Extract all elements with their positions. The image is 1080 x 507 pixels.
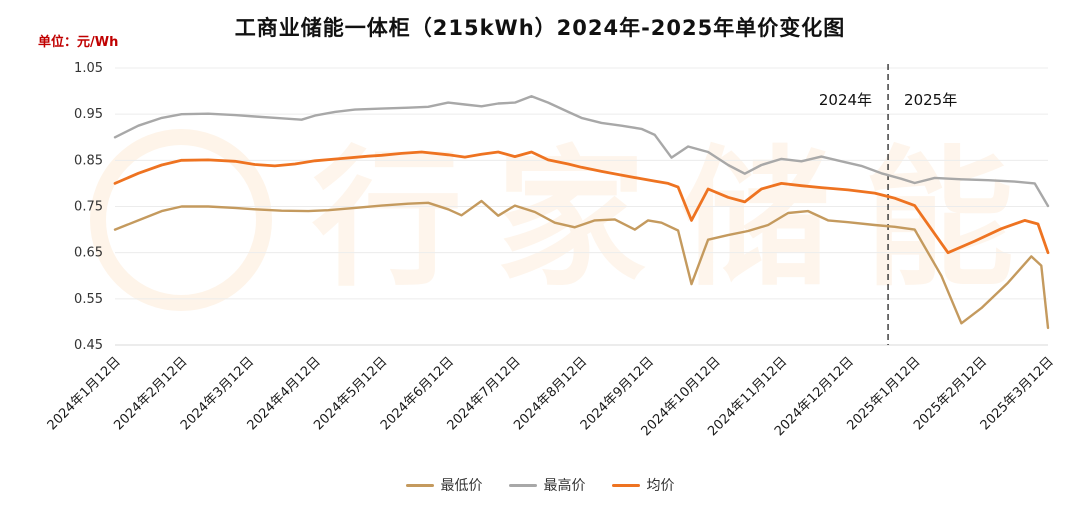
- legend-swatch-max: [508, 483, 537, 487]
- legend-swatch-avg: [611, 483, 640, 487]
- legend-label-min: 最低价: [440, 478, 483, 494]
- year-label-2024: 2024年: [819, 91, 872, 109]
- legend-item-min[interactable]: 最低价: [405, 475, 483, 495]
- series-line-1: [113, 94, 1050, 208]
- y-tick-label: 0.45: [74, 338, 103, 353]
- series-line-0: [113, 199, 1050, 330]
- legend-item-max[interactable]: 最高价: [508, 475, 586, 495]
- legend-label-avg: 均价: [646, 478, 675, 494]
- legend: 最低价 最高价 均价: [0, 475, 1080, 495]
- legend-item-avg[interactable]: 均价: [611, 475, 675, 495]
- y-tick-label: 1.05: [74, 61, 103, 76]
- y-tick-label: 0.95: [74, 107, 103, 122]
- y-tick-label: 0.65: [74, 246, 103, 261]
- y-axis-labels: 0.45 0.55 0.65 0.75 0.85 0.95 1.05: [74, 61, 103, 353]
- y-tick-label: 0.55: [74, 292, 103, 307]
- legend-label-max: 最高价: [543, 478, 586, 494]
- chart-title: 工商业储能一体柜（215kWh）2024年-2025年单价变化图: [234, 16, 846, 40]
- year-label-2025: 2025年: [904, 91, 957, 109]
- gridlines: [115, 67, 1048, 346]
- x-axis-labels: 2024年1月12日2024年2月12日2024年3月12日2024年4月12日…: [45, 354, 1057, 439]
- legend-swatch-min: [405, 483, 434, 487]
- y-tick-label: 0.85: [74, 153, 103, 168]
- unit-label: 单位：元/Wh: [38, 35, 119, 50]
- series-line-2: [113, 150, 1050, 255]
- x-tick-label: 2025年3月12日: [978, 354, 1057, 433]
- y-tick-label: 0.75: [74, 200, 103, 215]
